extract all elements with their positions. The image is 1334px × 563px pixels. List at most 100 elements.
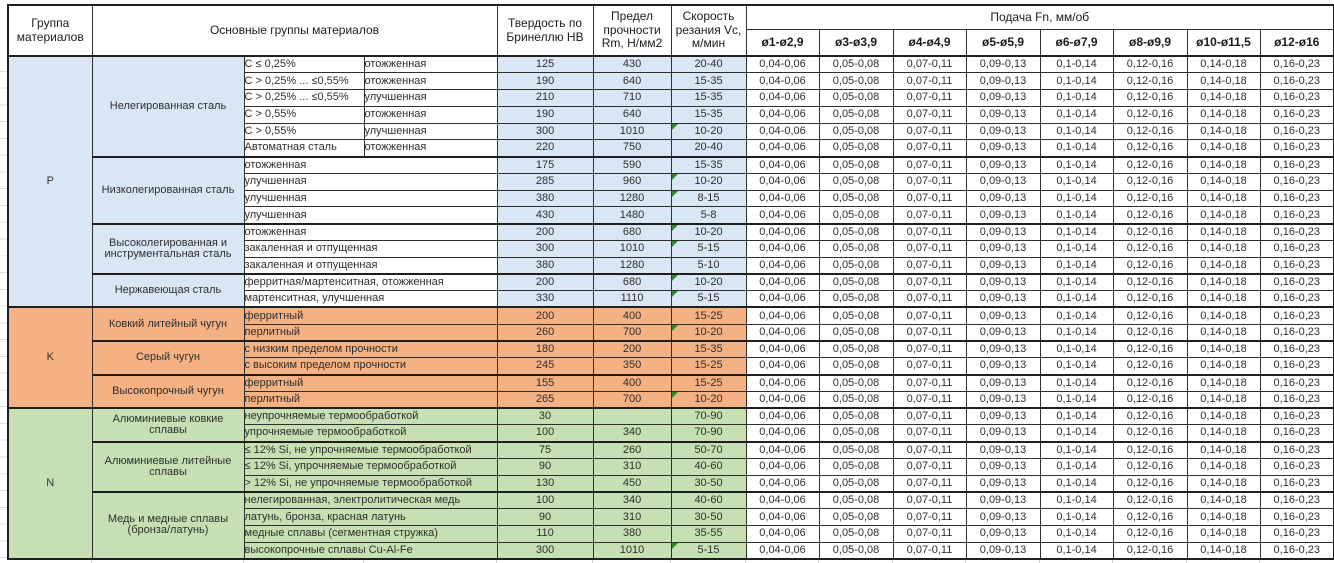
cell-feed-fn[interactable]: 0,05-0,08 xyxy=(818,390,894,409)
cell-strength-rm[interactable]: 340 xyxy=(592,490,672,510)
cell-condition-state[interactable]: отожженная xyxy=(363,139,498,158)
cell-feed-fn[interactable]: 0,04-0,06 xyxy=(745,139,820,158)
cell-feed-fn[interactable]: 0,07-0,11 xyxy=(892,357,967,376)
cell-feed-fn[interactable]: 0,07-0,11 xyxy=(892,524,967,543)
cell-feed-fn[interactable]: 0,14-0,18 xyxy=(1186,541,1261,560)
cell-speed-vc[interactable]: 15-25 xyxy=(670,357,747,376)
cell-feed-fn[interactable]: 0,07-0,11 xyxy=(892,306,967,325)
cell-feed-fn[interactable]: 0,1-0,14 xyxy=(1039,457,1114,476)
cell-feed-fn[interactable]: 0,1-0,14 xyxy=(1039,139,1114,158)
cell-feed-fn[interactable]: 0,12-0,16 xyxy=(1112,239,1188,258)
cell-feed-fn[interactable]: 0,14-0,18 xyxy=(1186,272,1261,292)
cell-speed-vc[interactable]: 40-60 xyxy=(670,457,747,476)
header-diameter-range[interactable]: ø1-ø2,9 xyxy=(745,28,820,57)
cell-speed-vc[interactable]: 15-35 xyxy=(670,89,747,107)
cell-feed-fn[interactable]: 0,16-0,23 xyxy=(1259,457,1334,476)
header-feed-title[interactable]: Подача Fn, мм/об xyxy=(745,4,1334,30)
cell-feed-fn[interactable]: 0,12-0,16 xyxy=(1112,222,1188,241)
cell-feed-fn[interactable]: 0,05-0,08 xyxy=(818,373,894,392)
cell-speed-vc[interactable]: 15-35 xyxy=(670,105,747,124)
cell-condition[interactable]: отожженная xyxy=(243,222,498,241)
cell-speed-vc[interactable]: 15-25 xyxy=(670,306,747,325)
cell-feed-fn[interactable]: 0,14-0,18 xyxy=(1186,155,1261,174)
cell-condition[interactable]: C > 0,25% ... ≤0,55% xyxy=(243,89,365,107)
cell-subgroup-name[interactable]: Ковкий литейный чугун xyxy=(91,306,245,342)
cell-hardness-hb[interactable]: 285 xyxy=(496,172,594,191)
cell-speed-vc[interactable]: 10-20 xyxy=(670,272,747,292)
cell-feed-fn[interactable]: 0,05-0,08 xyxy=(818,357,894,376)
cell-feed-fn[interactable]: 0,05-0,08 xyxy=(818,55,894,74)
cell-feed-fn[interactable]: 0,07-0,11 xyxy=(892,239,967,258)
cell-feed-fn[interactable]: 0,05-0,08 xyxy=(818,72,894,91)
cell-condition[interactable]: перлитный xyxy=(243,323,498,342)
cell-strength-rm[interactable]: 350 xyxy=(592,357,672,376)
cell-feed-fn[interactable]: 0,14-0,18 xyxy=(1186,72,1261,91)
cell-feed-fn[interactable]: 0,04-0,06 xyxy=(745,508,820,526)
cell-strength-rm[interactable]: 680 xyxy=(592,272,672,292)
cell-speed-vc[interactable]: 15-35 xyxy=(670,340,747,359)
cell-feed-fn[interactable]: 0,09-0,13 xyxy=(965,139,1041,158)
cell-subgroup-name[interactable]: Низколегированная сталь xyxy=(91,155,245,225)
cell-hardness-hb[interactable]: 300 xyxy=(496,239,594,258)
cell-hardness-hb[interactable]: 200 xyxy=(496,272,594,292)
cell-feed-fn[interactable]: 0,05-0,08 xyxy=(818,524,894,543)
cell-feed-fn[interactable]: 0,09-0,13 xyxy=(965,508,1041,526)
cell-speed-vc[interactable]: 10-20 xyxy=(670,222,747,241)
cell-feed-fn[interactable]: 0,09-0,13 xyxy=(965,239,1041,258)
cell-feed-fn[interactable]: 0,04-0,06 xyxy=(745,206,820,225)
cell-feed-fn[interactable]: 0,16-0,23 xyxy=(1259,306,1334,325)
cell-feed-fn[interactable]: 0,04-0,06 xyxy=(745,55,820,74)
cell-feed-fn[interactable]: 0,1-0,14 xyxy=(1039,72,1114,91)
cell-feed-fn[interactable]: 0,07-0,11 xyxy=(892,72,967,91)
cell-feed-fn[interactable]: 0,14-0,18 xyxy=(1186,89,1261,107)
header-diameter-range[interactable]: ø4-ø4,9 xyxy=(892,28,967,57)
cell-feed-fn[interactable]: 0,07-0,11 xyxy=(892,323,967,342)
cell-group-code-K[interactable]: K xyxy=(7,306,93,409)
cell-strength-rm[interactable]: 640 xyxy=(592,105,672,124)
cell-feed-fn[interactable]: 0,16-0,23 xyxy=(1259,373,1334,392)
cell-feed-fn[interactable]: 0,14-0,18 xyxy=(1186,524,1261,543)
cell-feed-fn[interactable]: 0,09-0,13 xyxy=(965,105,1041,124)
cell-feed-fn[interactable]: 0,14-0,18 xyxy=(1186,222,1261,241)
cell-speed-vc[interactable]: 70-90 xyxy=(670,407,747,426)
cell-feed-fn[interactable]: 0,12-0,16 xyxy=(1112,172,1188,191)
cell-feed-fn[interactable]: 0,12-0,16 xyxy=(1112,105,1188,124)
cell-feed-fn[interactable]: 0,05-0,08 xyxy=(818,323,894,342)
cell-hardness-hb[interactable]: 75 xyxy=(496,440,594,459)
header-diameter-range[interactable]: ø8-ø9,9 xyxy=(1112,28,1188,57)
cell-feed-fn[interactable]: 0,14-0,18 xyxy=(1186,407,1261,426)
cell-feed-fn[interactable]: 0,16-0,23 xyxy=(1259,256,1334,275)
cell-feed-fn[interactable]: 0,05-0,08 xyxy=(818,272,894,292)
cell-feed-fn[interactable]: 0,05-0,08 xyxy=(818,440,894,459)
cell-feed-fn[interactable]: 0,1-0,14 xyxy=(1039,474,1114,493)
cell-feed-fn[interactable]: 0,14-0,18 xyxy=(1186,239,1261,258)
cell-feed-fn[interactable]: 0,1-0,14 xyxy=(1039,272,1114,292)
cell-feed-fn[interactable]: 0,04-0,06 xyxy=(745,474,820,493)
cell-feed-fn[interactable]: 0,14-0,18 xyxy=(1186,424,1261,443)
cell-feed-fn[interactable]: 0,07-0,11 xyxy=(892,272,967,292)
cell-feed-fn[interactable]: 0,14-0,18 xyxy=(1186,440,1261,459)
cell-feed-fn[interactable]: 0,1-0,14 xyxy=(1039,256,1114,275)
cell-hardness-hb[interactable]: 125 xyxy=(496,55,594,74)
cell-feed-fn[interactable]: 0,05-0,08 xyxy=(818,239,894,258)
cell-feed-fn[interactable]: 0,12-0,16 xyxy=(1112,508,1188,526)
header-diameter-range[interactable]: ø3-ø3,9 xyxy=(818,28,894,57)
cell-feed-fn[interactable]: 0,1-0,14 xyxy=(1039,490,1114,510)
cell-strength-rm[interactable]: 700 xyxy=(592,323,672,342)
cell-feed-fn[interactable]: 0,1-0,14 xyxy=(1039,222,1114,241)
cell-speed-vc[interactable]: 5-10 xyxy=(670,256,747,275)
cell-feed-fn[interactable]: 0,09-0,13 xyxy=(965,474,1041,493)
cell-feed-fn[interactable]: 0,05-0,08 xyxy=(818,222,894,241)
cell-condition[interactable]: улучшенная xyxy=(243,206,498,225)
cell-feed-fn[interactable]: 0,12-0,16 xyxy=(1112,272,1188,292)
cell-feed-fn[interactable]: 0,16-0,23 xyxy=(1259,524,1334,543)
cell-feed-fn[interactable]: 0,09-0,13 xyxy=(965,457,1041,476)
cell-feed-fn[interactable]: 0,04-0,06 xyxy=(745,340,820,359)
cell-feed-fn[interactable]: 0,14-0,18 xyxy=(1186,139,1261,158)
cell-strength-rm[interactable]: 590 xyxy=(592,155,672,174)
cell-feed-fn[interactable]: 0,04-0,06 xyxy=(745,189,820,208)
cell-feed-fn[interactable]: 0,12-0,16 xyxy=(1112,340,1188,359)
cell-feed-fn[interactable]: 0,12-0,16 xyxy=(1112,122,1188,141)
cell-condition[interactable]: неупрочняемые термообработкой xyxy=(243,407,498,426)
cell-feed-fn[interactable]: 0,05-0,08 xyxy=(818,290,894,308)
